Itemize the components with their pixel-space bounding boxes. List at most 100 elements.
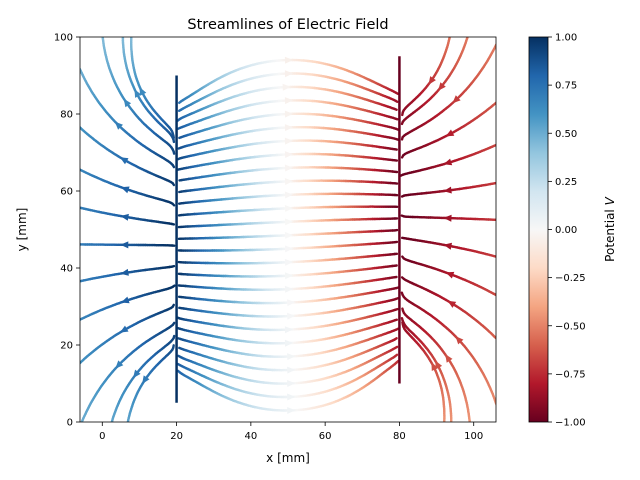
x-tick-label: 100 [464, 431, 483, 442]
streamline-arrow [284, 70, 293, 78]
streamline-segment [393, 337, 398, 341]
streamline-arrow [443, 186, 452, 194]
streamline-segment [394, 127, 400, 131]
streamline-arrow [445, 354, 453, 363]
x-tick-label: 60 [319, 431, 332, 442]
streamline-arrow [284, 285, 293, 293]
streamline-arrow [284, 137, 293, 145]
streamline-segment [400, 135, 404, 141]
streamline-arrow [282, 83, 291, 91]
streamlines [80, 37, 496, 422]
streamline-segment [395, 286, 400, 290]
plot-frame [79, 36, 497, 423]
colorbar-tick-label: −1.00 [555, 418, 586, 429]
streamline-segment [401, 255, 405, 260]
streamline-arrow [287, 407, 296, 414]
y-tick-label: 40 [60, 264, 73, 275]
streamline-arrow [445, 129, 455, 137]
x-tick-label: 20 [170, 431, 183, 442]
streamline-arrow [287, 299, 296, 307]
streamline-arrow [120, 241, 129, 249]
streamline-arrow [284, 56, 293, 64]
streamline-arrow [287, 353, 296, 361]
colorbar-tick-label: −0.75 [555, 369, 586, 380]
electrode-lines [175, 56, 401, 403]
colorbar: 1.00 0.75 0.50 0.25 0.00 −0.25 −0.50 −0.75 −1.00… [528, 33, 617, 429]
streamline-arrow [443, 158, 453, 166]
streamline-arrow [284, 110, 293, 118]
streamline-segment [394, 99, 399, 104]
streamline-arrow [284, 151, 293, 158]
streamline-arrow [119, 325, 129, 333]
streamline-segment [394, 345, 399, 350]
streamline-arrow [284, 339, 293, 347]
y-tick-label: 100 [54, 33, 73, 44]
streamline-segment [394, 327, 400, 331]
streamline-arrow [287, 312, 296, 320]
streamline-arrow [445, 271, 455, 279]
streamline-arrow [284, 124, 293, 132]
colorbar-tick-label: −0.25 [555, 273, 586, 284]
streamline-segment [394, 353, 399, 358]
streamline-arrow [120, 268, 129, 276]
colorbar-tick-label: 1.00 [555, 33, 577, 44]
streamline-arrow [447, 300, 457, 308]
y-tick-label: 80 [60, 110, 73, 121]
x-axis-label: x [mm] [266, 451, 310, 465]
streamline-segment [394, 297, 400, 301]
streamline-arrow [119, 157, 129, 165]
streamline-arrow [134, 89, 142, 98]
streamline-arrow [452, 95, 461, 104]
streamline-segment [401, 307, 405, 312]
streamline-arrow [287, 380, 296, 387]
y-axis: 0 20 40 60 80 100 [54, 33, 80, 429]
streamline-segment [395, 137, 400, 142]
y-tick-label: 60 [60, 187, 73, 198]
streamline-arrow [115, 360, 124, 369]
y-tick-label: 20 [60, 341, 73, 352]
plot-area [79, 36, 497, 423]
streamline-arrow [284, 258, 293, 266]
streamline-arrow [142, 375, 150, 384]
streamline-arrow [120, 296, 130, 304]
streamline-segment [80, 361, 82, 365]
streamline-arrow [284, 245, 293, 253]
streamline-arrow [284, 218, 293, 226]
streamline-arrow [284, 272, 293, 280]
colorbar-tick-label: 0.75 [555, 81, 577, 92]
streamline-segment [394, 307, 399, 311]
streamline-arrow [438, 82, 446, 91]
streamline-arrow [455, 336, 464, 345]
colorbar-tick-label: 0.00 [555, 225, 577, 236]
x-tick-label: 80 [393, 431, 406, 442]
streamline-segment [400, 276, 405, 281]
streamline-arrow [284, 205, 293, 212]
y-tick-label: 0 [67, 418, 73, 429]
streamline-arrow [431, 362, 439, 371]
streamline-segment [393, 318, 398, 322]
streamline-arrow [428, 76, 436, 85]
streamline-arrow [120, 213, 129, 221]
streamline-segment [400, 317, 404, 322]
colorbar-ticks: 1.00 0.75 0.50 0.25 0.00 −0.25 −0.50 −0.75 −1.00 [548, 33, 586, 429]
streamline-segment [400, 154, 405, 159]
streamline-arrow [443, 214, 452, 222]
colorbar-tick-label: 0.50 [555, 129, 577, 140]
x-tick-label: 0 [99, 431, 105, 442]
x-tick-label: 40 [244, 431, 257, 442]
colorbar-gradient [529, 37, 548, 422]
streamline-arrow [114, 121, 123, 130]
streamline-arrow [123, 98, 132, 108]
streamline-segment [400, 291, 404, 297]
streamline-arrow [284, 231, 293, 239]
streamline-segment [80, 206, 83, 210]
streamline-arrow [139, 87, 147, 96]
streamline-arrow [435, 360, 443, 370]
streamline-segment [393, 107, 398, 111]
streamline-segment [400, 194, 406, 198]
y-axis-label: y [mm] [15, 208, 29, 252]
streamline-segment [394, 91, 400, 96]
streamline-arrow [284, 178, 293, 185]
streamline-arrow [120, 186, 130, 194]
